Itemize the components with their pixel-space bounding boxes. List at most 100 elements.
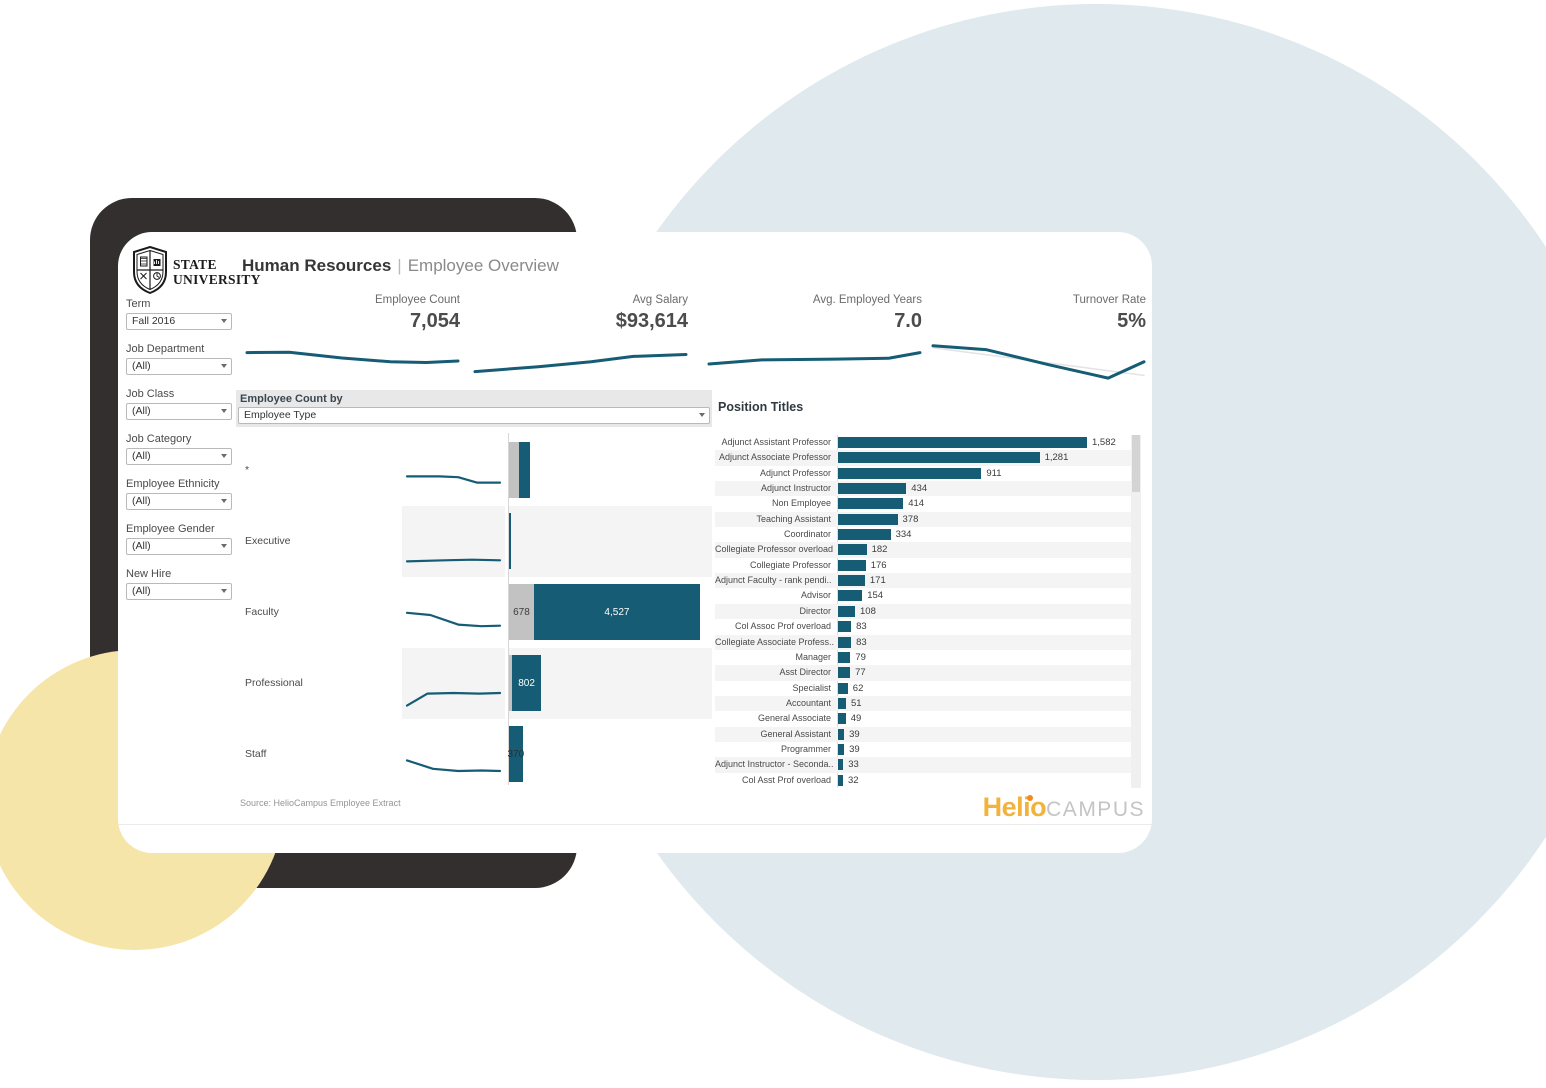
employee-count-by-label: Employee Count by — [240, 393, 343, 405]
filter-dropdown-employee-gender[interactable]: (All) — [126, 538, 232, 555]
row-band — [715, 573, 1131, 589]
position-title-bar[interactable] — [838, 713, 846, 725]
position-title-bar[interactable] — [838, 682, 848, 694]
row-band — [715, 634, 1131, 650]
position-titles-chart: Position Titles Adjunct Assistant Profes… — [715, 400, 1141, 790]
position-title-bar[interactable] — [838, 575, 865, 587]
position-title-row: Asst Director 77 — [715, 665, 1131, 681]
university-wordmark: STATE UNIVERSITY — [173, 256, 261, 287]
bar-segment-gray[interactable]: 678 — [509, 584, 534, 640]
filter-group-employee-ethnicity: Employee Ethnicity (All) — [126, 478, 232, 510]
bar-segment-teal[interactable]: 4,527 — [533, 584, 700, 640]
filter-group-job-category: Job Category (All) — [126, 433, 232, 465]
employee-type-row-professional: Professional 802 — [236, 648, 712, 719]
position-title-bar[interactable] — [838, 759, 844, 771]
kpi-avg-salary: Avg Salary $93,614 — [473, 294, 688, 389]
stacked-bar: 802 — [509, 655, 542, 711]
position-title-value: 171 — [869, 575, 886, 587]
position-title-row: Collegiate Professor overload 182 — [715, 542, 1131, 558]
row-sparkline — [402, 461, 505, 508]
position-title-bar[interactable] — [838, 529, 891, 541]
position-title-label: Manager — [795, 651, 831, 662]
employee-count-by-section: Employee Count by Employee Type — [236, 390, 712, 427]
row-sparkline — [402, 532, 505, 579]
heliocampus-logo-dot-icon — [1026, 795, 1033, 801]
bar-segment-teal[interactable] — [518, 442, 530, 498]
filter-label: Term — [126, 298, 151, 310]
filter-label: Job Class — [126, 388, 175, 400]
position-title-bar[interactable] — [838, 483, 907, 495]
bar-segment-teal[interactable]: 802 — [511, 655, 542, 711]
filter-dropdown-job-class[interactable]: (All) — [126, 403, 232, 420]
position-title-bar[interactable] — [838, 513, 898, 525]
kpi-value: 7.0 — [894, 310, 922, 332]
chevron-down-icon — [221, 454, 227, 458]
position-title-bar[interactable] — [838, 467, 982, 479]
position-titles-scrollbar[interactable] — [1131, 435, 1141, 788]
heliocampus-logo-campus: CAMPUS — [1046, 798, 1145, 821]
category-label: Faculty — [245, 606, 279, 618]
filter-selected-value: Fall 2016 — [132, 315, 176, 327]
filter-selected-value: (All) — [132, 495, 151, 507]
position-title-value: 83 — [856, 621, 867, 633]
filter-dropdown-new-hire[interactable]: (All) — [126, 583, 232, 600]
position-title-bar[interactable] — [838, 774, 843, 786]
kpi-value: 7,054 — [409, 310, 460, 332]
employee-count-by-selected-value: Employee Type — [244, 409, 317, 421]
filter-selected-value: (All) — [132, 450, 151, 462]
stacked-bar — [509, 442, 530, 498]
filter-dropdown-term[interactable]: Fall 2016 — [126, 313, 232, 330]
position-title-value: 108 — [860, 605, 876, 617]
position-title-row: Col Asst Prof overload 32 — [715, 773, 1131, 788]
position-title-value: 378 — [902, 513, 919, 525]
bar-segment-gray[interactable] — [509, 442, 519, 498]
position-title-bar[interactable] — [838, 667, 851, 679]
kpi-turnover-rate: Turnover Rate 5% — [931, 294, 1146, 389]
kpi-label: Avg. Employed Years — [812, 294, 922, 306]
position-title-label: Col Assoc Prof overload — [734, 621, 831, 632]
position-title-bar[interactable] — [838, 651, 851, 663]
employee-type-row-executive: Executive — [236, 506, 712, 577]
kpi-label: Turnover Rate — [1072, 294, 1146, 306]
position-title-bar[interactable] — [838, 697, 846, 709]
bar-segment-gray[interactable] — [509, 655, 512, 711]
position-title-bar[interactable] — [838, 452, 1040, 464]
position-title-row: Manager 79 — [715, 650, 1131, 665]
position-title-bar[interactable] — [838, 728, 845, 740]
filter-selected-value: (All) — [132, 585, 151, 597]
position-title-row: Accountant 51 — [715, 695, 1131, 712]
kpi-label: Avg Salary — [632, 294, 688, 306]
position-title-label: Collegiate Associate Profess.. — [715, 636, 835, 647]
stacked-bar: 678 4,527 — [509, 584, 700, 640]
position-title-label: Collegiate Professor — [749, 559, 831, 570]
position-title-label: Accountant — [785, 697, 831, 708]
position-title-bar[interactable] — [838, 559, 866, 571]
position-titles-scrollbar-thumb[interactable] — [1132, 435, 1140, 492]
position-title-bar[interactable] — [838, 590, 863, 602]
position-title-bar[interactable] — [838, 605, 855, 617]
category-label: Executive — [245, 535, 291, 547]
position-title-label: Adjunct Associate Professor — [718, 452, 831, 463]
position-title-bar[interactable] — [838, 437, 1087, 448]
filter-selected-value: (All) — [132, 405, 151, 417]
position-title-bar[interactable] — [838, 743, 845, 755]
filter-label: Job Department — [126, 343, 205, 355]
position-title-row: Teaching Assistant 378 — [715, 511, 1131, 528]
employee-count-by-dropdown[interactable]: Employee Type — [238, 407, 710, 424]
filter-dropdown-employee-ethnicity[interactable]: (All) — [126, 493, 232, 510]
kpi-avg-employed-years: Avg. Employed Years 7.0 — [707, 294, 922, 389]
position-title-bar[interactable] — [838, 621, 852, 633]
filter-dropdown-job-department[interactable]: (All) — [126, 358, 232, 375]
position-title-value: 414 — [908, 498, 925, 510]
chevron-down-icon — [221, 499, 227, 503]
stacked-bar — [509, 513, 511, 569]
position-title-value: 77 — [855, 667, 866, 679]
position-title-bar[interactable] — [838, 636, 852, 648]
row-band — [715, 603, 1131, 620]
kpi-employee-count: Employee Count 7,054 — [245, 294, 460, 389]
bar-segment-teal[interactable] — [509, 513, 511, 569]
bar-segment-teal[interactable]: 370 — [507, 726, 524, 782]
position-title-bar[interactable] — [838, 498, 904, 510]
filter-dropdown-job-category[interactable]: (All) — [126, 448, 232, 465]
position-title-bar[interactable] — [838, 544, 867, 556]
